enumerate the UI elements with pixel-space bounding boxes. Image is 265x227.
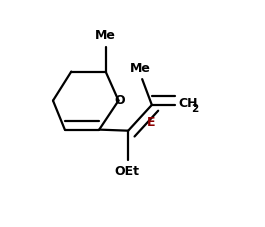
Text: Me: Me <box>95 29 116 42</box>
Text: OEt: OEt <box>115 165 140 178</box>
Text: Me: Me <box>130 62 151 75</box>
Text: CH: CH <box>179 97 198 110</box>
Text: E: E <box>147 116 155 128</box>
Text: 2: 2 <box>192 104 199 114</box>
Text: O: O <box>114 94 125 107</box>
